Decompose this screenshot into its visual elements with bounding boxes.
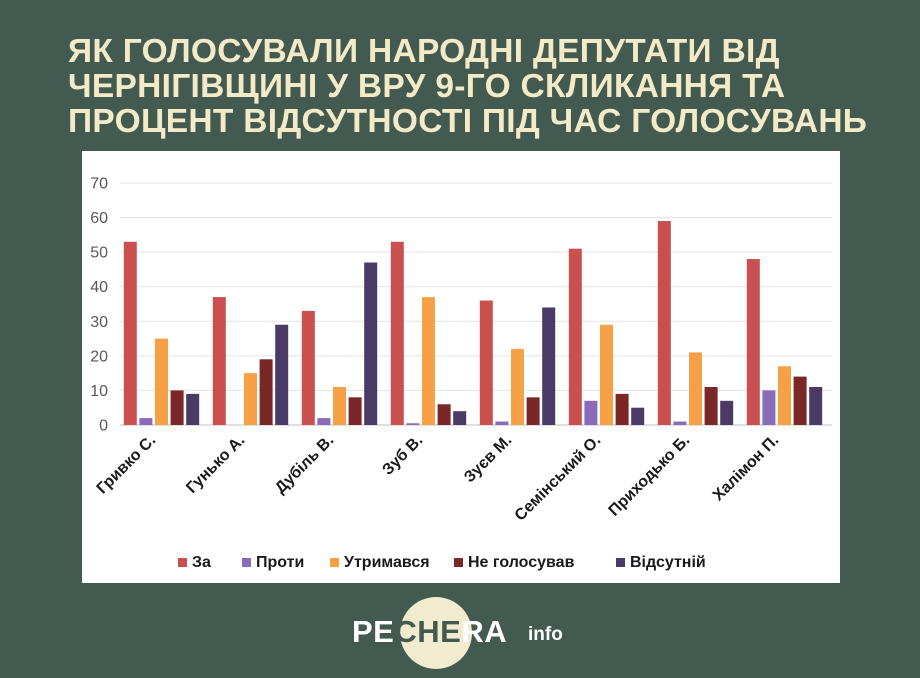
y-tick-label: 60	[90, 210, 108, 227]
logo-wordmark: PECHERA	[352, 614, 507, 650]
logo-part-1: PE	[352, 614, 395, 649]
category-label: Халімон П.	[710, 432, 783, 505]
bar	[568, 248, 582, 425]
bar	[212, 297, 226, 425]
bar	[673, 421, 687, 425]
bar	[453, 411, 467, 425]
bar	[406, 423, 420, 425]
bar	[631, 407, 645, 425]
y-tick-label: 70	[90, 176, 108, 193]
category-label: Гунько А.	[183, 432, 248, 497]
legend-swatch	[330, 558, 339, 567]
logo-circle	[400, 597, 472, 669]
bar	[364, 262, 378, 425]
y-tick-label: 0	[99, 418, 108, 435]
y-tick-label: 30	[90, 314, 108, 331]
logo-suffix: info	[528, 624, 563, 645]
legend-swatch	[242, 558, 251, 567]
bar	[511, 348, 524, 425]
bar	[259, 359, 273, 425]
legend-label: Відсутній	[630, 554, 706, 571]
logo-part-3: RA	[461, 614, 508, 649]
chart-card: 0 10 20 30 40 50 60 70 Гривко С. Гунько А. Дубіль …	[82, 151, 840, 583]
bar	[170, 390, 184, 425]
title-line-2: ЧЕРНІГІВЩИНІ У ВРУ 9-ГО СКЛИКАННЯ ТА	[68, 68, 786, 105]
bar	[333, 386, 346, 425]
legend-swatch	[178, 558, 187, 567]
legend-swatch	[616, 558, 625, 567]
bar	[301, 310, 315, 425]
y-tick-label: 10	[90, 383, 108, 400]
bar	[495, 421, 509, 425]
bar	[437, 404, 451, 425]
y-tick-label: 20	[90, 348, 108, 365]
title-line-1: ЯК ГОЛОСУВАЛИ НАРОДНІ ДЕПУТАТИ ВІД	[68, 33, 780, 70]
category-label: Зуб В.	[379, 432, 426, 479]
bar	[746, 259, 760, 425]
pechera-logo: PECHERA info	[352, 596, 572, 669]
bar	[689, 352, 702, 425]
bar	[584, 400, 598, 425]
bar	[704, 386, 718, 425]
bar-chart: 0 10 20 30 40 50 60 70 Гривко С. Гунько А. Дубіль …	[90, 176, 832, 571]
y-tick-label: 40	[90, 279, 108, 296]
bar	[390, 241, 404, 425]
category-label: Приходько Б.	[606, 432, 694, 520]
bar	[275, 324, 289, 425]
logo-part-2: CHE	[394, 614, 462, 649]
bar	[479, 300, 493, 425]
legend-label: Проти	[256, 554, 304, 571]
page-title: ЯК ГОЛОСУВАЛИ НАРОДНІ ДЕПУТАТИ ВІД ЧЕРНІ…	[68, 34, 868, 139]
bar	[317, 418, 331, 425]
bar	[526, 397, 540, 425]
bar	[778, 366, 791, 425]
bar	[720, 400, 734, 425]
category-label: Семінський О.	[512, 432, 605, 525]
category-label: Гривко С.	[94, 432, 160, 498]
bar	[155, 338, 168, 425]
bar	[600, 324, 613, 425]
category-label: Дубіль В.	[272, 432, 337, 497]
bar	[793, 376, 807, 425]
bar	[186, 393, 200, 425]
bar	[809, 386, 823, 425]
bar	[542, 307, 556, 425]
category-label: Зуєв М.	[461, 432, 515, 486]
bar	[123, 241, 137, 425]
legend-swatch	[454, 558, 463, 567]
bar	[657, 221, 671, 425]
bar	[244, 373, 257, 425]
y-tick-label: 50	[90, 245, 108, 262]
legend-label: Не голосував	[468, 554, 575, 571]
bar	[762, 390, 776, 425]
bar	[615, 393, 629, 425]
legend-label: За	[192, 554, 211, 571]
bar	[139, 418, 153, 425]
bar	[422, 297, 435, 425]
bar	[348, 397, 362, 425]
title-line-3: ПРОЦЕНТ ВІДСУТНОСТІ ПІД ЧАС ГОЛОСУВАНЬ	[68, 103, 868, 140]
legend-label: Утримався	[344, 554, 430, 571]
